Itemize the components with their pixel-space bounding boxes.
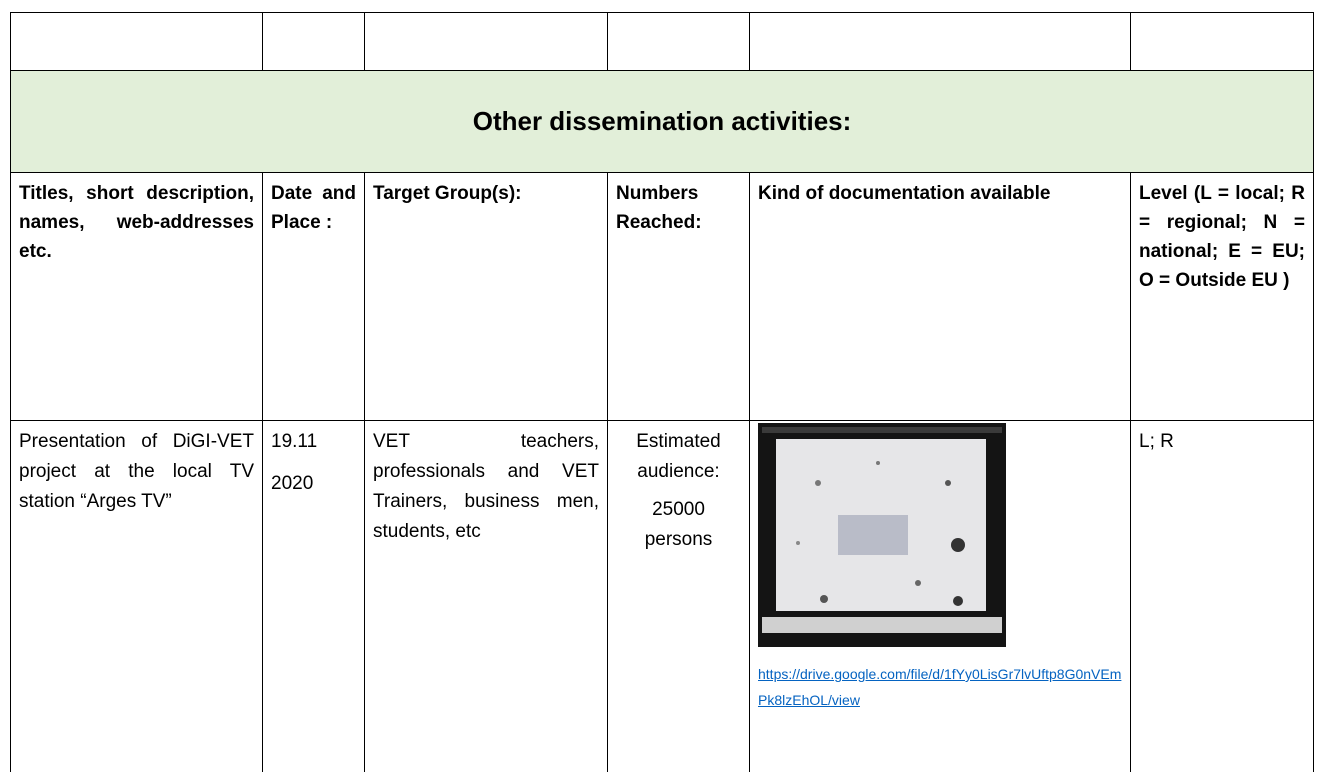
numbers-line: 25000 persons: [644, 499, 713, 550]
header-cell: Kind of documentation available: [749, 172, 1131, 421]
date-line: 2020: [271, 473, 314, 494]
cell: [607, 12, 750, 71]
date-cell: 19.11 2020: [262, 420, 365, 772]
data-row: Presentation of DiGI-VET project at the …: [10, 420, 1314, 772]
activities-table: Other dissemination activities: Titles, …: [10, 12, 1314, 772]
target-cell: VET teachers, professionals and VET Trai…: [364, 420, 608, 772]
header-cell: Titles, short description, names, web-ad…: [10, 172, 263, 421]
documentation-cell: https://drive.google.com/file/d/1fYy0Lis…: [749, 420, 1131, 772]
header-row: Titles, short description, names, web-ad…: [10, 172, 1314, 421]
header-cell: Target Group(s):: [364, 172, 608, 421]
cell: [10, 12, 263, 71]
cell: [1130, 12, 1314, 71]
video-thumbnail: [758, 423, 1006, 647]
header-cell: Numbers Reached:: [607, 172, 750, 421]
header-cell: Date and Place :: [262, 172, 365, 421]
cell: [262, 12, 365, 71]
date-line: 19.11: [271, 431, 318, 452]
empty-row: [10, 12, 1314, 71]
section-title: Other dissemination activities:: [10, 70, 1314, 173]
title-cell: Presentation of DiGI-VET project at the …: [10, 420, 263, 772]
header-cell: Level (L = local; R = regional; N = nati…: [1130, 172, 1314, 421]
documentation-link[interactable]: https://drive.google.com/file/d/1fYy0Lis…: [758, 666, 1122, 708]
cell: [749, 12, 1131, 71]
cell: [364, 12, 608, 71]
level-cell: L; R: [1130, 420, 1314, 772]
numbers-line: Estimated audience:: [636, 431, 721, 482]
numbers-cell: Estimated audience: 25000 persons: [607, 420, 750, 772]
section-row: Other dissemination activities:: [10, 70, 1314, 173]
